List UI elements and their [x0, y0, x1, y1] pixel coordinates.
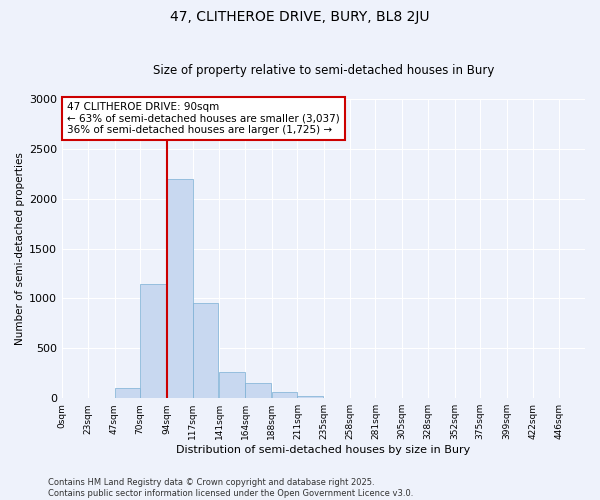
- Bar: [167, 179, 193, 398]
- Bar: [245, 382, 271, 398]
- Y-axis label: Number of semi-detached properties: Number of semi-detached properties: [15, 152, 25, 345]
- Bar: [193, 304, 218, 398]
- Bar: [298, 396, 323, 398]
- Bar: [115, 388, 140, 398]
- Bar: [220, 372, 245, 398]
- Text: 47 CLITHEROE DRIVE: 90sqm
← 63% of semi-detached houses are smaller (3,037)
36% : 47 CLITHEROE DRIVE: 90sqm ← 63% of semi-…: [67, 102, 340, 135]
- Bar: [140, 284, 166, 398]
- Text: Contains HM Land Registry data © Crown copyright and database right 2025.
Contai: Contains HM Land Registry data © Crown c…: [48, 478, 413, 498]
- Text: 47, CLITHEROE DRIVE, BURY, BL8 2JU: 47, CLITHEROE DRIVE, BURY, BL8 2JU: [170, 10, 430, 24]
- Title: Size of property relative to semi-detached houses in Bury: Size of property relative to semi-detach…: [153, 64, 494, 77]
- Bar: [272, 392, 298, 398]
- X-axis label: Distribution of semi-detached houses by size in Bury: Distribution of semi-detached houses by …: [176, 445, 471, 455]
